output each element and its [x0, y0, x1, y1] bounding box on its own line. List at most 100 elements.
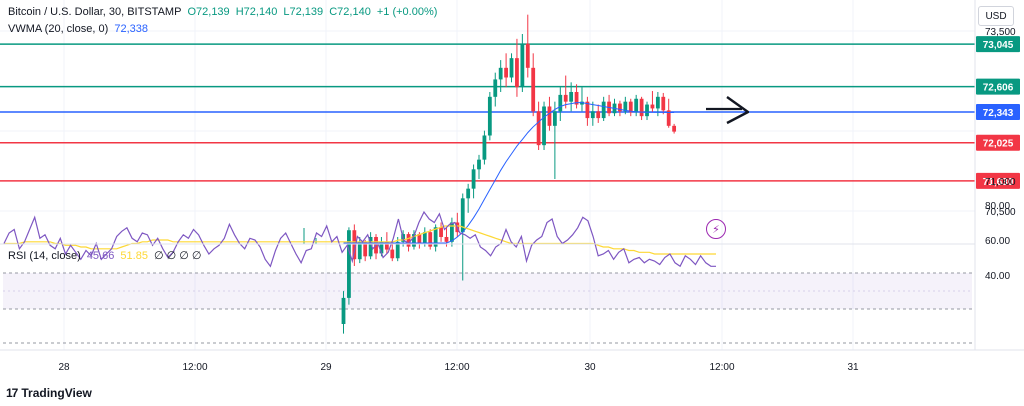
close-value: C72,140 [329, 6, 371, 18]
candle-body [580, 101, 584, 105]
candle-body [552, 111, 557, 126]
candle-body [531, 67, 536, 112]
candle-body [444, 236, 449, 242]
candle-body [417, 234, 422, 244]
rsi-label: RSI (14, close) [8, 250, 81, 262]
rsi-extra-values: ∅ ∅ ∅ ∅ [154, 250, 202, 262]
candle-body [574, 91, 579, 105]
candle-body [525, 43, 530, 68]
time-axis-tick: 12:00 [709, 362, 734, 373]
candle-body [433, 227, 438, 247]
change-value: +1 (+0.00%) [376, 6, 438, 18]
candle-body [536, 111, 541, 146]
candle-body [450, 222, 454, 242]
horizontal-levels [0, 43, 975, 182]
candle-body [645, 104, 649, 117]
rsi-axis-tick: 80.00 [985, 201, 1010, 212]
candle-body [509, 58, 514, 78]
price-axis-tick: 73,500 [985, 27, 1016, 38]
level-label: 72,025 [983, 139, 1014, 150]
candle-body [515, 58, 519, 88]
candle-body [498, 67, 503, 80]
candle-body [352, 230, 357, 260]
candle-body [666, 110, 671, 126]
candle-body [547, 106, 552, 126]
candle-body [482, 135, 487, 160]
open-value: O72,139 [187, 6, 230, 18]
symbol-title: Bitcoin / U.S. Dollar, 30, BITSTAMP [8, 6, 182, 18]
rsi-ma-line [4, 225, 716, 255]
candle-body [563, 94, 568, 102]
rsi-guides [3, 272, 972, 344]
vwma-label: VWMA (20, close, 0) [8, 23, 109, 35]
level-label: 72,606 [983, 83, 1014, 94]
candle-body [390, 249, 395, 259]
candle-body [460, 198, 465, 233]
rsi-legend: RSI (14, close) 45.66 51.85 ∅ ∅ ∅ ∅ [8, 249, 205, 262]
price-level-labels: 73,045 72,606 72,343 72,025 71,630 [976, 36, 1020, 189]
time-axis-tick: 12:00 [182, 362, 207, 373]
candle-body [439, 227, 443, 237]
lightning-icon[interactable]: ⚡ [706, 219, 726, 239]
candle-body [347, 230, 351, 298]
candle-body [590, 111, 595, 119]
level-label-bg [976, 134, 1020, 151]
rsi-line [3, 210, 716, 268]
candle-body [634, 98, 639, 113]
candle-body [466, 188, 471, 199]
currency-button[interactable]: USD [978, 6, 1014, 26]
candle-body [428, 232, 433, 247]
candle-body [471, 169, 476, 189]
tradingview-logo-icon: 17 [6, 386, 18, 400]
candle-body [639, 98, 644, 117]
vwma-value: 72,338 [114, 23, 148, 35]
time-axis-tick: 12:00 [444, 362, 469, 373]
arrow-annotation [706, 96, 750, 125]
rsi-ma-value: 51.85 [120, 250, 148, 262]
candle-body [661, 96, 666, 111]
symbol-legend: Bitcoin / U.S. Dollar, 30, BITSTAMP O72,… [8, 6, 440, 18]
candle-body [623, 101, 628, 112]
low-value: L72,139 [283, 6, 324, 18]
level-label: 72,343 [983, 108, 1014, 119]
price-axis-tick: 71,000 [985, 177, 1016, 188]
vwma-legend: VWMA (20, close, 0) 72,338 [8, 23, 151, 35]
candle-body [585, 101, 590, 119]
time-axis-tick: 31 [847, 362, 859, 373]
candle-body [493, 79, 498, 97]
high-value: H72,140 [235, 6, 278, 18]
candle-body [504, 67, 508, 78]
level-label: 71,630 [983, 177, 1014, 188]
candle-body [368, 236, 373, 257]
rsi-axis-tick: 60.00 [985, 236, 1010, 247]
candle-body [672, 125, 677, 132]
time-axis-tick: 30 [584, 362, 596, 373]
level-label-bg [976, 78, 1020, 95]
tradingview-logo[interactable]: 17 TradingView [6, 386, 92, 400]
candle-body [487, 96, 492, 136]
rsi-axis-tick: 40.00 [985, 271, 1010, 282]
level-label: 73,045 [983, 40, 1014, 51]
candle-body [601, 101, 606, 119]
candle-body [655, 96, 660, 109]
brand-text: TradingView [21, 386, 92, 400]
candle-body [520, 43, 525, 88]
candles [303, 14, 677, 334]
candle-body [406, 234, 411, 247]
level-label-bg [976, 172, 1020, 189]
candle-body [357, 241, 362, 260]
rsi-value: 45.66 [86, 250, 115, 262]
vwma-line [343, 102, 675, 244]
level-label-bg [976, 36, 1020, 53]
candle-body [384, 241, 389, 250]
candle-body [542, 106, 546, 146]
price-axis-tick: 70,500 [985, 207, 1016, 218]
candle-body [422, 232, 427, 244]
candle-body [596, 111, 601, 119]
time-axis-tick: 29 [320, 362, 332, 373]
candle-body [618, 103, 622, 112]
candle-body [569, 91, 574, 102]
candle-body [379, 241, 384, 254]
